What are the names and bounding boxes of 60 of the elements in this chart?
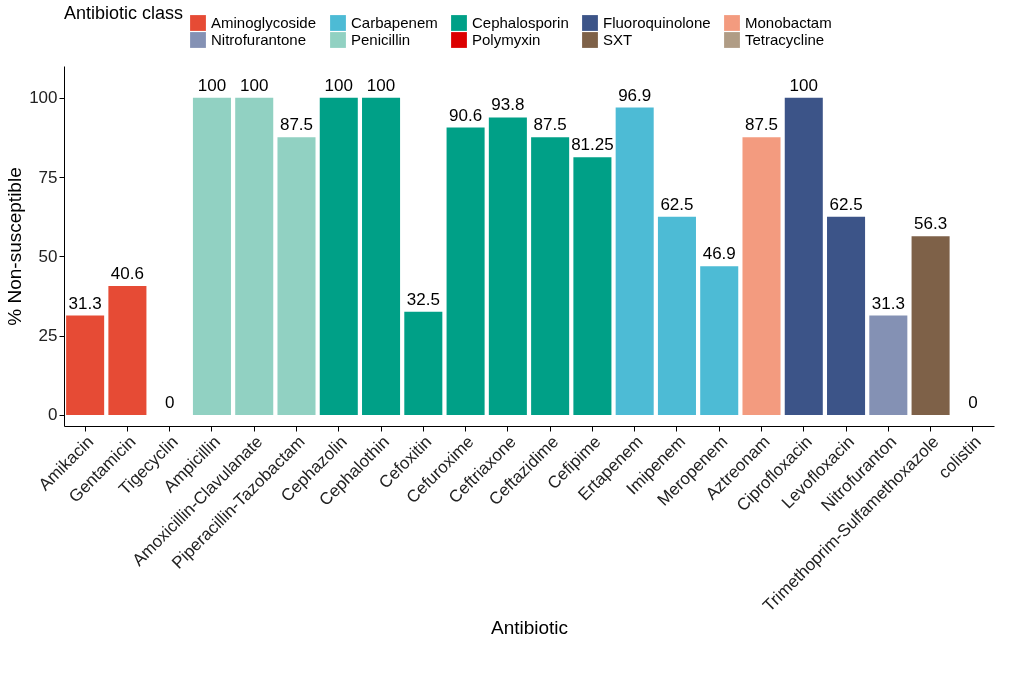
data-label: 100	[789, 75, 818, 95]
bar	[531, 137, 570, 415]
data-label: 87.5	[744, 115, 779, 135]
bar	[784, 97, 823, 415]
data-label: 100	[324, 75, 353, 95]
data-label: 32.5	[406, 289, 440, 309]
data-label: 0	[968, 392, 978, 412]
data-label: 62.5	[829, 194, 863, 214]
legend-title: Antibiotic class	[64, 3, 184, 23]
legend-label: Tetracycline	[745, 31, 825, 48]
data-label: 100	[366, 75, 396, 95]
legend-label: SXT	[603, 31, 633, 48]
data-label: 56.3	[914, 214, 948, 234]
bar	[742, 137, 781, 415]
data-label: 100	[240, 75, 269, 95]
legend-label: Monobactam	[745, 14, 832, 31]
bar	[573, 157, 612, 415]
legend-label: Carbapenem	[351, 14, 438, 31]
y-tick-label: 25	[38, 326, 58, 346]
legend-label: Cephalosporin	[472, 14, 569, 31]
data-label: 87.5	[279, 115, 314, 135]
y-axis-title: % Non-susceptible	[4, 167, 26, 326]
bar	[404, 311, 443, 415]
data-label: 62.5	[660, 194, 694, 214]
y-tick-label: 0	[48, 405, 58, 425]
data-label: 87.5	[533, 115, 567, 135]
data-label: 100	[197, 75, 227, 95]
data-label: 40.6	[110, 264, 144, 284]
legend-label: Fluoroquinolone	[603, 14, 711, 31]
bar	[277, 137, 316, 415]
data-label: 93.8	[491, 95, 525, 115]
bar	[235, 97, 274, 415]
bar	[869, 315, 908, 415]
y-tick-label: 75	[38, 167, 58, 187]
bar	[911, 236, 950, 415]
data-label: 31.3	[68, 293, 102, 313]
bar	[827, 216, 866, 415]
data-label: 46.9	[702, 244, 736, 264]
bar	[66, 315, 105, 415]
y-tick-label: 100	[29, 88, 58, 108]
data-label: 90.6	[449, 105, 483, 125]
bar	[108, 286, 147, 415]
bar	[615, 107, 654, 415]
bar	[700, 266, 739, 415]
data-label: 96.9	[618, 85, 652, 105]
bar	[362, 97, 401, 415]
legend-label: Nitrofurantone	[211, 31, 307, 48]
bar	[488, 117, 527, 415]
legend-label: Aminoglycoside	[211, 14, 317, 31]
bar	[446, 127, 485, 415]
data-label: 0	[164, 392, 175, 412]
legend-label: Polymyxin	[472, 31, 541, 48]
x-axis-title: Antibiotic	[490, 616, 569, 638]
bar	[657, 216, 696, 415]
data-label: 81.25	[571, 135, 614, 155]
bar	[319, 97, 358, 415]
legend-label: Penicillin	[351, 31, 411, 48]
data-label: 31.3	[871, 293, 905, 313]
y-tick-label: 50	[38, 246, 58, 266]
bar	[192, 97, 231, 415]
